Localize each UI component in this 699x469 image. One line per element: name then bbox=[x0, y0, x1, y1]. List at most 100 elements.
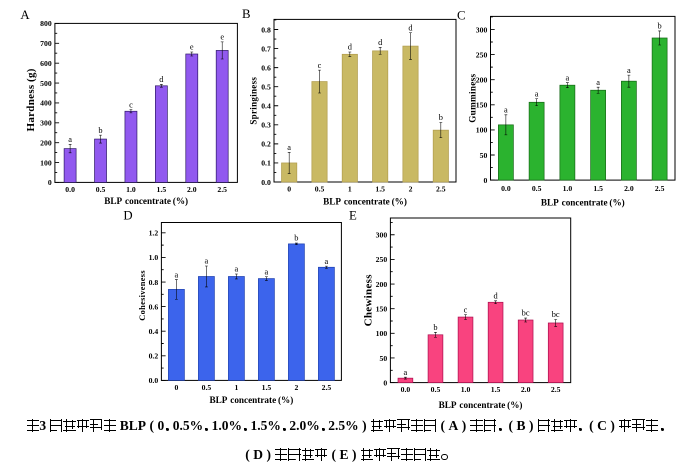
svg-text:0.0: 0.0 bbox=[65, 185, 75, 194]
svg-text:0.5: 0.5 bbox=[315, 185, 325, 194]
svg-text:c: c bbox=[318, 61, 322, 70]
svg-text:0.5: 0.5 bbox=[532, 184, 542, 193]
svg-text:0.0: 0.0 bbox=[401, 385, 411, 394]
svg-text:1.5: 1.5 bbox=[262, 383, 272, 392]
svg-text:a: a bbox=[566, 73, 570, 82]
svg-text:1.0: 1.0 bbox=[563, 184, 573, 193]
svg-text:Hardness (g): Hardness (g) bbox=[25, 68, 37, 131]
svg-text:Springiness: Springiness bbox=[249, 77, 259, 125]
svg-text:1.5: 1.5 bbox=[491, 385, 501, 394]
svg-text:0.2: 0.2 bbox=[149, 352, 159, 361]
svg-text:200: 200 bbox=[476, 75, 488, 84]
svg-text:200: 200 bbox=[376, 280, 388, 289]
svg-text:0.5: 0.5 bbox=[202, 383, 212, 392]
svg-text:0: 0 bbox=[287, 185, 291, 194]
svg-text:0.3: 0.3 bbox=[261, 121, 271, 130]
svg-text:100: 100 bbox=[40, 158, 52, 167]
svg-text:2.5: 2.5 bbox=[322, 383, 332, 392]
svg-text:1.2: 1.2 bbox=[149, 229, 159, 238]
svg-text:a: a bbox=[404, 368, 408, 377]
svg-text:700: 700 bbox=[40, 39, 52, 48]
svg-text:B: B bbox=[242, 7, 251, 21]
svg-text:BLP concentrate (%): BLP concentrate (%) bbox=[439, 400, 523, 410]
svg-text:0.7: 0.7 bbox=[261, 44, 271, 53]
svg-text:c: c bbox=[129, 100, 133, 109]
svg-text:1: 1 bbox=[348, 185, 352, 194]
svg-text:150: 150 bbox=[476, 101, 488, 110]
svg-text:0.8: 0.8 bbox=[261, 25, 271, 34]
svg-text:800: 800 bbox=[40, 19, 52, 28]
svg-text:0.6: 0.6 bbox=[149, 302, 159, 311]
svg-text:0.2: 0.2 bbox=[261, 140, 271, 149]
svg-text:250: 250 bbox=[476, 50, 488, 59]
svg-text:a: a bbox=[325, 257, 329, 266]
svg-text:2.0: 2.0 bbox=[624, 184, 634, 193]
svg-text:d: d bbox=[159, 75, 164, 84]
svg-text:0.1: 0.1 bbox=[261, 159, 271, 168]
svg-text:2.0: 2.0 bbox=[187, 185, 197, 194]
svg-text:150: 150 bbox=[376, 304, 388, 313]
svg-text:0: 0 bbox=[48, 178, 52, 187]
svg-text:2.5: 2.5 bbox=[217, 185, 227, 194]
svg-text:bc: bc bbox=[552, 310, 560, 319]
svg-text:BLP concentrate (%): BLP concentrate (%) bbox=[209, 395, 293, 405]
svg-text:1.5: 1.5 bbox=[593, 184, 603, 193]
svg-text:bc: bc bbox=[522, 309, 530, 318]
svg-text:2.5: 2.5 bbox=[655, 184, 665, 193]
svg-text:e: e bbox=[220, 33, 224, 42]
svg-text:1.5: 1.5 bbox=[157, 185, 167, 194]
svg-text:b: b bbox=[294, 234, 298, 243]
svg-text:1.0: 1.0 bbox=[461, 385, 471, 394]
svg-text:2: 2 bbox=[294, 383, 298, 392]
svg-text:E: E bbox=[349, 208, 357, 222]
svg-text:0.0: 0.0 bbox=[149, 376, 159, 385]
svg-text:400: 400 bbox=[40, 99, 52, 108]
svg-text:0.4: 0.4 bbox=[149, 327, 159, 336]
svg-text:a: a bbox=[175, 270, 179, 279]
svg-text:Chewiness: Chewiness bbox=[362, 274, 374, 327]
svg-text:300: 300 bbox=[476, 25, 488, 34]
svg-text:a: a bbox=[627, 66, 631, 75]
svg-text:Cohesiveness: Cohesiveness bbox=[138, 270, 147, 321]
svg-text:300: 300 bbox=[376, 231, 388, 240]
svg-text:2.5: 2.5 bbox=[551, 385, 561, 394]
svg-text:BLP concentrate (%): BLP concentrate (%) bbox=[323, 197, 407, 207]
svg-text:a: a bbox=[596, 78, 600, 87]
svg-text:1.0: 1.0 bbox=[126, 185, 136, 194]
svg-text:BLP concentrate (%): BLP concentrate (%) bbox=[541, 198, 625, 208]
svg-text:200: 200 bbox=[40, 138, 52, 147]
svg-text:0: 0 bbox=[174, 383, 178, 392]
svg-text:100: 100 bbox=[376, 329, 388, 338]
svg-text:a: a bbox=[265, 267, 269, 276]
svg-text:a: a bbox=[287, 143, 291, 152]
svg-text:50: 50 bbox=[380, 354, 388, 363]
svg-text:2.5: 2.5 bbox=[436, 185, 446, 194]
svg-text:a: a bbox=[68, 135, 72, 144]
svg-text:a: a bbox=[205, 257, 209, 266]
svg-text:0.4: 0.4 bbox=[261, 102, 271, 111]
svg-text:a: a bbox=[504, 106, 508, 115]
svg-text:BLP concentrate (%): BLP concentrate (%) bbox=[104, 196, 188, 206]
svg-text:50: 50 bbox=[480, 151, 488, 160]
svg-text:d: d bbox=[408, 23, 413, 32]
svg-text:b: b bbox=[658, 22, 662, 31]
svg-text:0.5: 0.5 bbox=[431, 385, 441, 394]
svg-text:D: D bbox=[123, 209, 132, 223]
svg-text:A: A bbox=[20, 8, 30, 22]
svg-text:a: a bbox=[235, 265, 239, 274]
svg-text:b: b bbox=[98, 126, 102, 135]
svg-text:2.0: 2.0 bbox=[521, 385, 531, 394]
svg-text:0: 0 bbox=[383, 378, 387, 387]
svg-text:0.8: 0.8 bbox=[149, 278, 159, 287]
svg-text:e: e bbox=[190, 43, 194, 52]
svg-text:Gumminess: Gumminess bbox=[468, 74, 478, 123]
svg-text:250: 250 bbox=[376, 255, 388, 264]
svg-text:300: 300 bbox=[40, 119, 52, 128]
svg-text:0.0: 0.0 bbox=[501, 184, 511, 193]
svg-text:0.5: 0.5 bbox=[96, 185, 106, 194]
svg-text:100: 100 bbox=[476, 126, 488, 135]
svg-text:d: d bbox=[378, 38, 383, 47]
svg-text:1: 1 bbox=[234, 383, 238, 392]
svg-text:1.5: 1.5 bbox=[375, 185, 385, 194]
svg-text:C: C bbox=[457, 9, 466, 23]
